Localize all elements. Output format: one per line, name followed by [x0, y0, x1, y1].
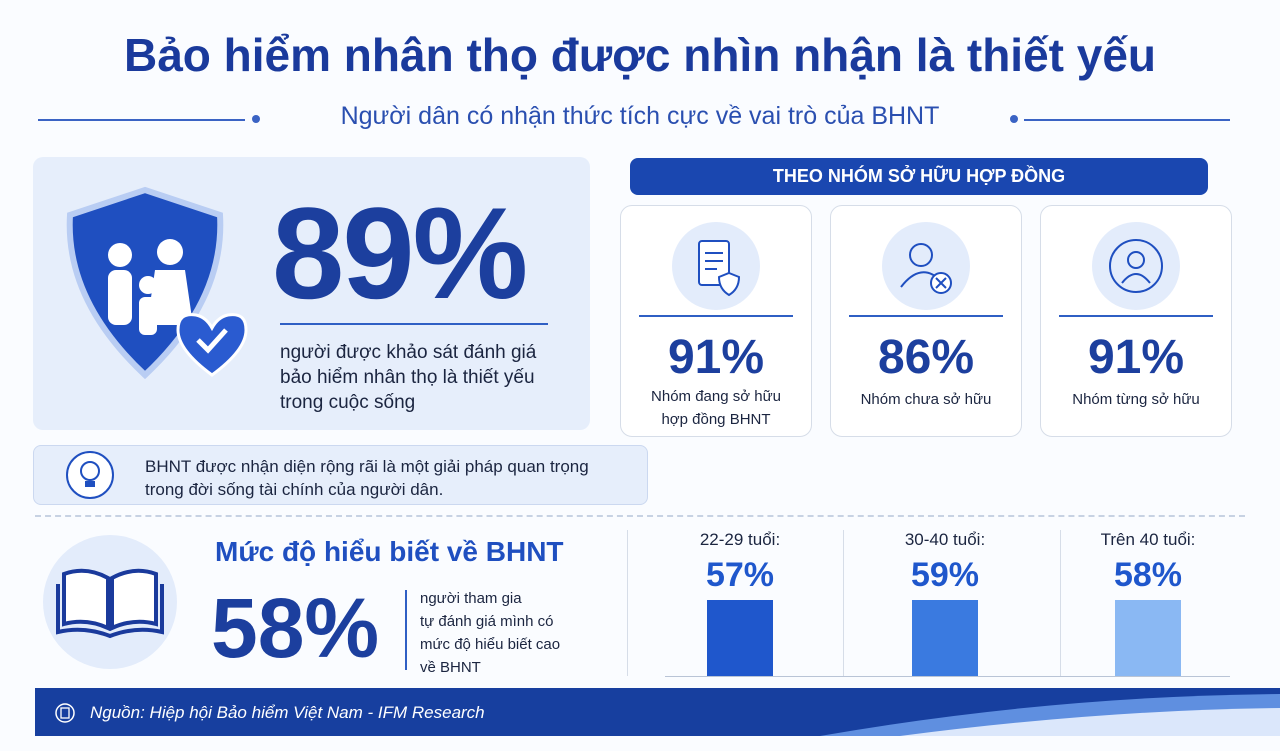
dot [1010, 115, 1018, 123]
age-bar [912, 600, 978, 676]
dot [252, 115, 260, 123]
text-line: trong đời sống tài chính của người dân. [145, 480, 444, 499]
note-box [33, 445, 648, 505]
title: Bảo hiểm nhân thọ được nhìn nhận là thiế… [123, 29, 1157, 81]
bulb-icon [66, 451, 114, 499]
text-line: người được khảo sát đánh giá [280, 342, 537, 363]
group-label: Nhóm đang sở hữu [651, 388, 781, 405]
person-cycle-icon [1092, 222, 1180, 310]
rule [38, 119, 245, 121]
source: Nguồn: Hiệp hội Bảo hiểm Việt Nam - IFM … [90, 703, 485, 722]
knowledge-value: 58% [211, 581, 380, 675]
subtitle: Người dân có nhận thức tích cực về vai t… [340, 102, 940, 130]
group-value: 86% [877, 331, 975, 384]
separator [1060, 530, 1061, 676]
footer-band [35, 688, 1280, 736]
groups-title: THEO NHÓM SỞ HỮU HỢP ĐỒNG [630, 158, 1208, 195]
contract-icon [672, 222, 760, 310]
book-icon [43, 535, 177, 669]
rule [1059, 315, 1213, 317]
shield-icon [66, 186, 248, 380]
knowledge-description: người tham gia tự đánh giá mình có mức đ… [420, 587, 560, 679]
text-line: trong cuộc sống [280, 392, 416, 413]
rule [280, 323, 548, 325]
age-label: Trên 40 tuổi: [1100, 530, 1196, 549]
rule [1024, 119, 1230, 121]
text-line: mức độ hiểu biết cao [420, 636, 561, 653]
note: BHNT được nhận diện rộng rãi là một giải… [145, 455, 589, 501]
person-x-icon [882, 222, 970, 310]
text-line: về BHNT [420, 659, 481, 676]
divider [35, 515, 1245, 517]
age-value: 57% [705, 556, 775, 594]
group-value: 91% [1087, 331, 1185, 384]
knowledge-title: Mức độ hiểu biết về BHNT [215, 536, 564, 567]
group-value: 91% [667, 331, 765, 384]
age-value: 59% [910, 556, 980, 594]
baseline [665, 676, 1230, 677]
age-label: 22-29 tuổi: [699, 530, 781, 549]
text-line: bảo hiểm nhân thọ là thiết yếu [280, 367, 535, 388]
group-card: 91% Nhóm đang sở hữu hợp đồng BHNT [620, 205, 812, 437]
age-value: 58% [1113, 556, 1183, 594]
age-bar [707, 600, 773, 676]
highlight-description: người được khảo sát đánh giá bảo hiểm nh… [280, 340, 536, 415]
group-card: 91% Nhóm từng sở hữu [1040, 205, 1232, 437]
group-label: Nhóm từng sở hữu [1072, 391, 1200, 408]
separator [843, 530, 844, 676]
rule [405, 590, 407, 670]
separator [627, 530, 628, 676]
group-label: Nhóm chưa sở hữu [860, 391, 992, 408]
source-icon [55, 703, 75, 723]
age-bar [1115, 600, 1181, 676]
group-label: hợp đồng BHNT [661, 411, 771, 428]
text-line: BHNT được nhận diện rộng rãi là một giải… [145, 457, 589, 476]
group-card: 86% Nhóm chưa sở hữu [830, 205, 1022, 437]
text-line: người tham gia [420, 590, 522, 607]
rule [849, 315, 1003, 317]
highlight-value: 89% [272, 180, 528, 326]
age-group: 30-40 tuổi: 59% [845, 530, 1045, 595]
rule [639, 315, 793, 317]
age-label: 30-40 tuổi: [904, 530, 986, 549]
age-group: Trên 40 tuổi: 58% [1048, 530, 1248, 595]
text-line: tự đánh giá mình có [420, 613, 554, 630]
age-group: 22-29 tuổi: 57% [640, 530, 840, 595]
